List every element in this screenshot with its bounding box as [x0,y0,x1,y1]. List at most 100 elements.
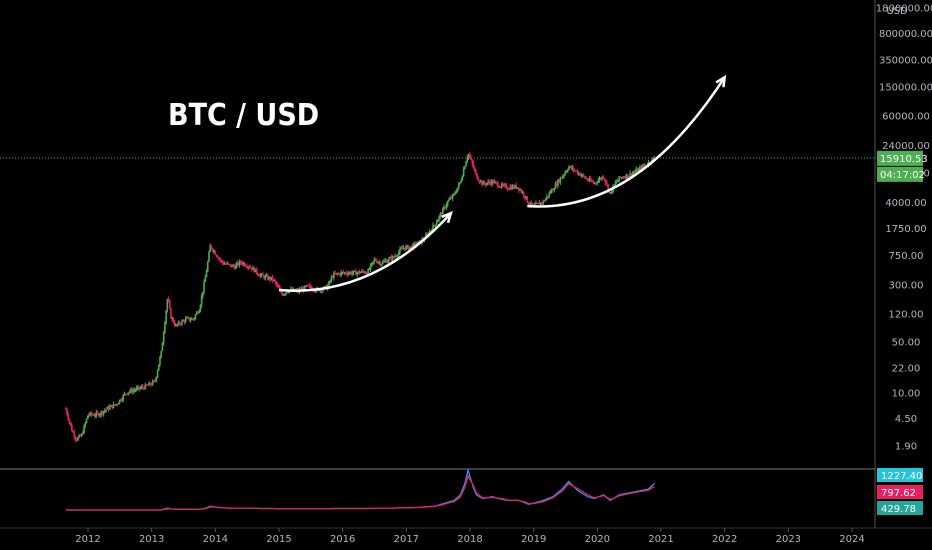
candle-body [453,193,455,195]
candle-body [156,370,159,377]
candle-body [260,273,263,276]
candle-body [580,175,582,177]
arrow-annotation[interactable] [278,212,452,292]
indicator-red-line [65,474,655,511]
candle-body [157,364,160,371]
candle-body [642,165,645,167]
candle-body [100,411,103,415]
candle-body [263,275,265,279]
time-axis[interactable]: 2012 2013 2014 2015 2016 2017 2018 2019 2020 2021… [75,528,865,545]
candle-body [557,180,559,186]
candle-body [484,183,487,185]
candle-body [585,177,587,179]
candle-body [482,181,485,185]
candle-body [391,256,394,261]
price-tick-label: 350000.00 [879,55,932,66]
candle-body [183,320,186,322]
price-tick-label: 50.00 [892,337,921,348]
candle-body [527,202,530,205]
candle-body [143,387,145,390]
candle-body [426,234,428,236]
candle-body [599,178,602,180]
chart-title: BTC / USD [168,98,319,133]
candle-body [217,257,220,259]
candle-body [413,243,416,245]
candle-body [499,186,502,188]
candle-body [72,431,74,433]
candle-body [362,270,365,272]
candle-body [342,272,345,274]
price-axis[interactable]: 1800000.00 800000.00 350000.00 150000.00 600… [876,3,932,452]
candle-body [175,325,177,327]
indicator-label-badge [877,468,923,482]
candle-body [359,272,362,274]
candle-body [579,172,581,176]
candle-body [546,196,548,199]
candle-body [139,387,142,389]
candle-body [282,294,285,296]
candle-body [254,268,257,273]
candle-body [537,202,540,204]
candle-body [232,265,235,267]
candle-body [204,277,207,282]
candle-body [357,271,360,273]
candle-body [330,277,333,281]
candle-body [104,410,106,412]
price-tick-label: 24000.00 [882,141,930,152]
candle-body [151,381,154,385]
candle-body [187,317,189,319]
candle-body [487,181,489,184]
candle-body [470,157,472,160]
candle-body [265,275,268,277]
last-price-value: 15910.53 [880,154,928,165]
candle-body [170,308,172,319]
candle-body [522,191,525,196]
candle-body [137,386,139,388]
candle-body [442,208,444,215]
candle-body [286,292,289,294]
time-tick-label: 2022 [712,534,737,545]
candle-body [384,260,387,262]
candle-body [166,299,169,311]
candle-body [503,184,505,186]
candle-body [388,258,390,262]
candle-body [243,262,246,266]
candle-body [90,412,93,415]
candle-body [228,264,231,266]
candle-body [85,418,88,423]
candle-body [393,256,395,258]
candle-body [382,261,384,265]
price-tick-label: 1.90 [895,441,917,452]
candle-body [220,259,223,261]
annotations[interactable] [278,74,727,292]
candle-body [195,312,198,315]
candle-body [279,287,281,290]
arrow-annotation[interactable] [527,76,726,208]
candle-body [198,311,200,314]
candle-body [246,266,248,268]
candle-body [274,280,276,283]
time-tick-label: 2023 [776,534,801,545]
candle-body [479,180,482,182]
candle-body [120,399,122,401]
candle-body [601,176,603,180]
candle-body [155,376,158,382]
candle-body [341,272,344,274]
candle-body [172,318,175,323]
candle-body [510,186,513,190]
candle-body [383,261,385,263]
candle-body [111,405,114,408]
candle-body [405,246,407,250]
candle-body [153,380,155,382]
candle-body [547,196,549,198]
candle-body [472,163,475,168]
candle-body [177,322,180,325]
candle-body [242,262,245,265]
candle-body [593,182,596,184]
candle-body [516,187,519,189]
candle-body [535,203,537,205]
candle-body [401,248,404,250]
candle-body [620,177,623,179]
candle-body [186,317,188,319]
